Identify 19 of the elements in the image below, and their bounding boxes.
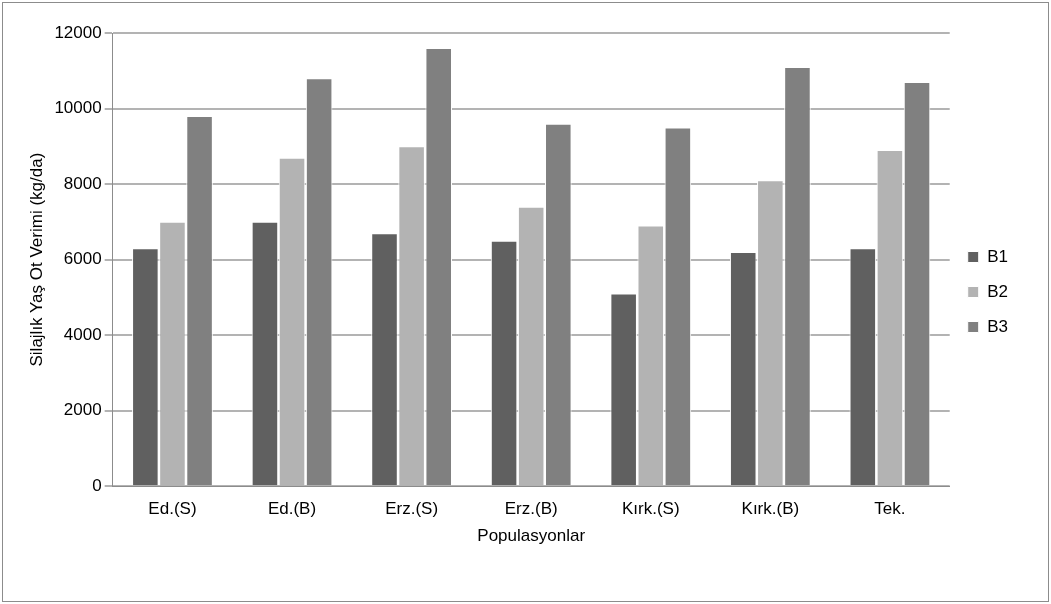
y-tick-label: 2000 bbox=[63, 400, 102, 420]
y-tick-label: 0 bbox=[92, 475, 102, 495]
x-tick-label: Ed.(S) bbox=[148, 499, 197, 519]
y-tick-label: 8000 bbox=[63, 173, 102, 193]
y-tick-label: 10000 bbox=[54, 98, 102, 118]
y-tick-label: 6000 bbox=[63, 249, 102, 269]
y-tick-label: 12000 bbox=[54, 22, 102, 42]
x-tick-label: Kırk.(B) bbox=[741, 499, 800, 519]
x-tick-label: Ed.(B) bbox=[267, 499, 317, 519]
x-tick-label: Kırk.(S) bbox=[621, 499, 680, 519]
x-tick-label: Tek. bbox=[874, 499, 906, 519]
legend-label: B3 bbox=[987, 316, 1008, 336]
y-axis-title: Silajlık Yaş Ot Verimi (kg/da) bbox=[26, 152, 46, 367]
x-tick-label: Erz.(B) bbox=[504, 499, 558, 519]
y-tick-label: 4000 bbox=[63, 324, 102, 344]
x-tick-label: Erz.(S) bbox=[385, 499, 439, 519]
legend-label: B2 bbox=[987, 281, 1008, 301]
x-axis-title: Populasyonlar bbox=[477, 526, 586, 546]
legend-label: B1 bbox=[987, 246, 1008, 266]
